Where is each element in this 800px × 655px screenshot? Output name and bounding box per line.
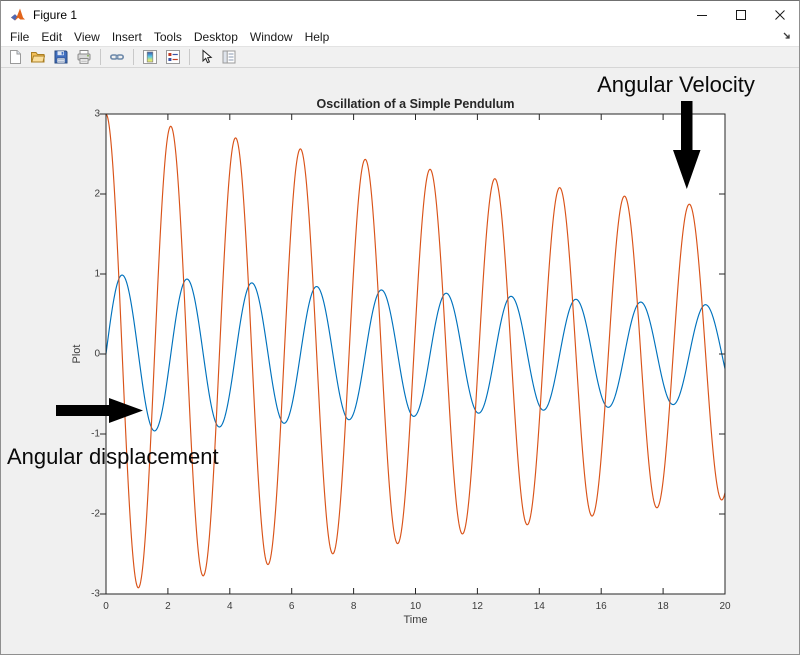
y-tick-label: 0 [94,348,100,360]
dock-figure-icon[interactable] [781,30,793,42]
close-icon [774,9,785,20]
edit-plot-icon[interactable] [197,48,215,66]
menu-edit[interactable]: Edit [41,30,63,44]
menu-desktop[interactable]: Desktop [193,30,238,44]
minimize-icon [696,14,707,16]
link-plot-icon[interactable] [108,48,126,66]
y-tick-label: -3 [91,588,100,600]
close-button[interactable] [760,1,799,28]
x-tick-label: 20 [719,601,731,612]
x-axis-label: Time [403,614,428,626]
x-tick-label: 2 [165,601,171,612]
y-tick-label: 2 [94,188,100,200]
x-tick-label: 18 [657,601,669,612]
figure-toolbar [1,46,799,68]
new-figure-icon[interactable] [6,48,24,66]
menu-view[interactable]: View [74,30,100,44]
toolbar-separator [133,49,134,65]
menu-help[interactable]: Help [304,30,330,44]
menu-tools[interactable]: Tools [153,30,182,44]
annotation-angular-displacement: Angular displacement [7,444,219,469]
property-inspector-icon[interactable] [220,48,238,66]
figure-canvas: Oscillation of a Simple Pendulum Time Pl… [1,68,799,654]
series-line-angular-velocity [105,113,726,589]
x-tick-label: 12 [471,601,483,612]
title-bar: Figure 1 [1,1,799,28]
x-tick-label: 0 [103,601,109,612]
y-axis-label: Plot [71,344,83,364]
maximize-button[interactable] [721,1,760,28]
menu-file[interactable]: File [10,30,30,44]
x-tick-label: 4 [227,601,233,612]
toolbar-separator [189,49,190,65]
chart-title: Oscillation of a Simple Pendulum [316,97,515,111]
matlab-logo-icon [10,7,26,23]
insert-legend-icon[interactable] [164,48,182,66]
x-tick-label: 8 [350,601,357,612]
y-tick-label: 1 [94,268,100,280]
x-tick-label: 6 [288,601,295,612]
y-tick-label: -1 [91,428,100,440]
x-tick-label: 14 [533,601,545,612]
menu-insert[interactable]: Insert [111,30,142,44]
window-controls [682,1,799,28]
toolbar-separator [100,49,101,65]
insert-colorbar-icon[interactable] [141,48,159,66]
print-figure-icon[interactable] [75,48,93,66]
save-figure-icon[interactable] [52,48,70,66]
menu-window[interactable]: Window [249,30,293,44]
menu-bar: File Edit View Insert Tools Desktop Wind… [1,28,799,46]
axes-background [106,114,725,594]
minimize-button[interactable] [682,1,721,28]
annotation-angular-velocity: Angular Velocity [597,72,755,97]
series-line-angular-displacement [105,274,726,432]
x-tick-label: 10 [409,601,422,612]
chart-plot-area [100,113,726,595]
open-file-icon[interactable] [29,48,47,66]
maximize-icon [735,9,746,20]
window-title: Figure 1 [33,7,78,22]
y-tick-label: 3 [94,108,100,120]
x-tick-label: 16 [595,601,607,612]
y-tick-label: -2 [91,508,100,520]
